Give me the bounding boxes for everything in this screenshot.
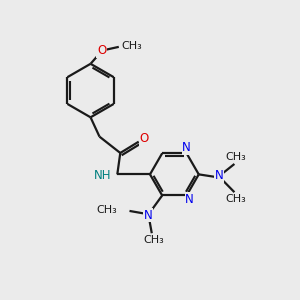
- Text: N: N: [185, 193, 194, 206]
- Text: O: O: [140, 132, 149, 145]
- Text: CH₃: CH₃: [143, 235, 164, 245]
- Text: CH₃: CH₃: [121, 41, 142, 51]
- Text: O: O: [97, 44, 106, 57]
- Text: N: N: [182, 141, 191, 154]
- Text: NH: NH: [94, 169, 112, 182]
- Text: CH₃: CH₃: [226, 152, 246, 162]
- Text: CH₃: CH₃: [96, 205, 117, 215]
- Text: N: N: [215, 169, 224, 182]
- Text: N: N: [144, 209, 153, 222]
- Text: CH₃: CH₃: [226, 194, 246, 204]
